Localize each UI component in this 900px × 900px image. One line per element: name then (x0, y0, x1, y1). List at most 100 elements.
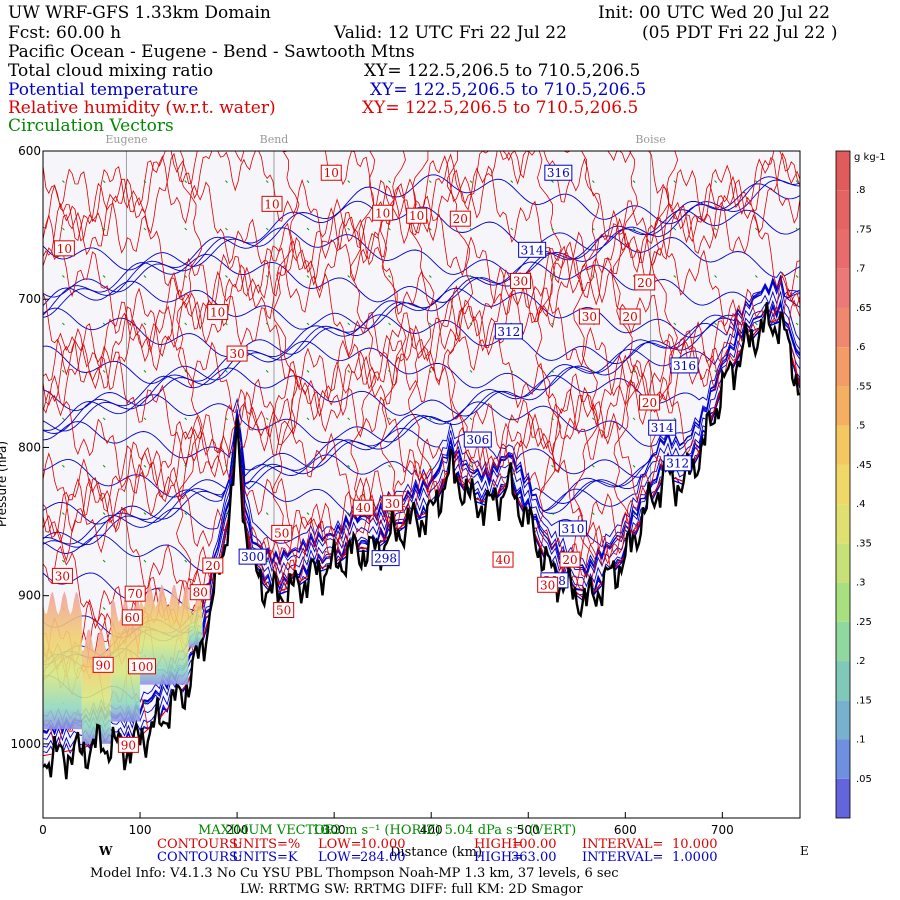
circulation-vector (551, 464, 554, 468)
circulation-vector (510, 180, 514, 183)
circulation-vector (551, 370, 554, 373)
rh-contour-label: 20 (634, 274, 656, 291)
svg-text:100: 100 (131, 660, 154, 674)
svg-text:30: 30 (513, 274, 528, 288)
circulation-vector (469, 227, 473, 231)
svg-text:10: 10 (324, 166, 339, 180)
svg-text:316: 316 (673, 359, 696, 373)
circulation-vector (143, 559, 147, 563)
circulation-vector (755, 180, 758, 183)
svg-text:70: 70 (128, 587, 143, 601)
colorbar-tick-label: .5 (856, 421, 866, 432)
circulation-vector (225, 464, 228, 468)
footer: MAXIMUM VECTOR: 10.3 m s⁻¹ (HORIZ) 5.04 … (90, 823, 718, 897)
circulation-vector (143, 227, 147, 231)
circulation-vector (265, 464, 269, 468)
circulation-vector (225, 370, 228, 373)
svg-text:20: 20 (205, 559, 220, 573)
circulation-vector (62, 180, 65, 183)
colorbar-tick-label: .35 (856, 538, 872, 549)
circulation-vector (347, 322, 351, 326)
x-tick-label: 500 (517, 823, 540, 837)
theta-contour-label: 312 (494, 323, 523, 340)
circulation-vector (795, 275, 799, 278)
circulation-vector (347, 180, 351, 183)
theta-contour-label: 314 (648, 419, 677, 436)
rh-contour-line (43, 297, 800, 446)
rh-contour-label: 90 (92, 656, 114, 673)
colorbar-segment (836, 778, 850, 818)
circulation-vector (755, 275, 758, 278)
colorbar-segment (836, 268, 850, 308)
x-tick-label: 600 (614, 823, 637, 837)
city-label-eugene: Eugene (105, 133, 147, 146)
circulation-vector (469, 417, 473, 421)
field-rh-xy: XY= 122.5,206.5 to 710.5,206.5 (362, 98, 638, 118)
rh-contour-line (350, 151, 376, 543)
rh-contour-label: 100 (127, 658, 156, 675)
colorbar-segment (836, 190, 850, 230)
circulation-vector (632, 370, 636, 373)
circulation-vector (102, 607, 106, 610)
circulation-vector (102, 464, 106, 468)
circulation-vector (388, 275, 391, 278)
circulation-vector (510, 370, 514, 373)
circulation-vector (714, 275, 717, 278)
field-cloud-xy: XY= 122.5,206.5 to 710.5,206.5 (364, 61, 640, 81)
circulation-vector (551, 322, 554, 326)
circulation-vector (143, 180, 147, 183)
circulation-vector (184, 464, 188, 468)
svg-text:90: 90 (121, 738, 136, 752)
svg-text:20: 20 (623, 310, 638, 324)
svg-text:10: 10 (57, 242, 72, 256)
circulation-vector (265, 512, 269, 516)
rh-contour-label: 20 (639, 394, 661, 411)
circulation-vector (551, 227, 554, 231)
circulation-vector (551, 180, 554, 183)
circulation-vector (551, 275, 554, 278)
city-label-bend: Bend (260, 133, 289, 146)
svg-text:10: 10 (264, 197, 279, 211)
svg-text:30: 30 (229, 347, 244, 361)
y-axis-title: Pressure (hPa) (0, 441, 9, 527)
circulation-vector (143, 702, 147, 705)
circulation-vector (62, 227, 65, 231)
circulation-vector (347, 512, 351, 516)
circulation-vector (714, 322, 717, 326)
colorbar-tick-label: .8 (856, 185, 866, 196)
colorbar-tick-label: .3 (856, 578, 866, 589)
circulation-vector (591, 180, 595, 183)
theta-contour-info-label: CONTOURS: (157, 850, 242, 865)
svg-text:20: 20 (637, 276, 652, 290)
circulation-vector (347, 227, 351, 231)
circulation-vector (184, 227, 188, 231)
svg-text:20: 20 (562, 553, 577, 567)
circulation-vector (632, 227, 636, 231)
circulation-vector (428, 275, 432, 278)
rh-contour-line (43, 318, 800, 481)
circulation-vector (469, 464, 473, 468)
plot-frame (42, 150, 801, 819)
svg-text:40: 40 (356, 501, 371, 515)
x-tick-label: 200 (226, 823, 249, 837)
circulation-vector (388, 417, 391, 421)
header: UW WRF-GFS 1.33km Domain Init: 00 UTC We… (8, 3, 838, 136)
svg-text:10: 10 (375, 206, 390, 220)
circulation-vector (306, 464, 310, 468)
svg-text:80: 80 (193, 586, 208, 600)
circulation-vector (428, 464, 432, 468)
east-label: E (800, 844, 809, 858)
svg-text:90: 90 (96, 658, 111, 672)
y-tick-label: 600 (18, 144, 41, 158)
circulation-vector (591, 464, 595, 468)
colorbar-segment (836, 464, 850, 505)
circulation-vector (225, 275, 228, 278)
circulation-vector (225, 180, 228, 183)
circulation-vector (428, 417, 432, 421)
svg-text:298: 298 (374, 552, 397, 566)
rh-contour-interval-label: INTERVAL= (582, 837, 663, 852)
circulation-vector (428, 227, 432, 231)
circulation-vector (184, 275, 188, 278)
colorbar-segment (836, 700, 850, 740)
rh-contour-units: UNITS=% (232, 837, 300, 852)
